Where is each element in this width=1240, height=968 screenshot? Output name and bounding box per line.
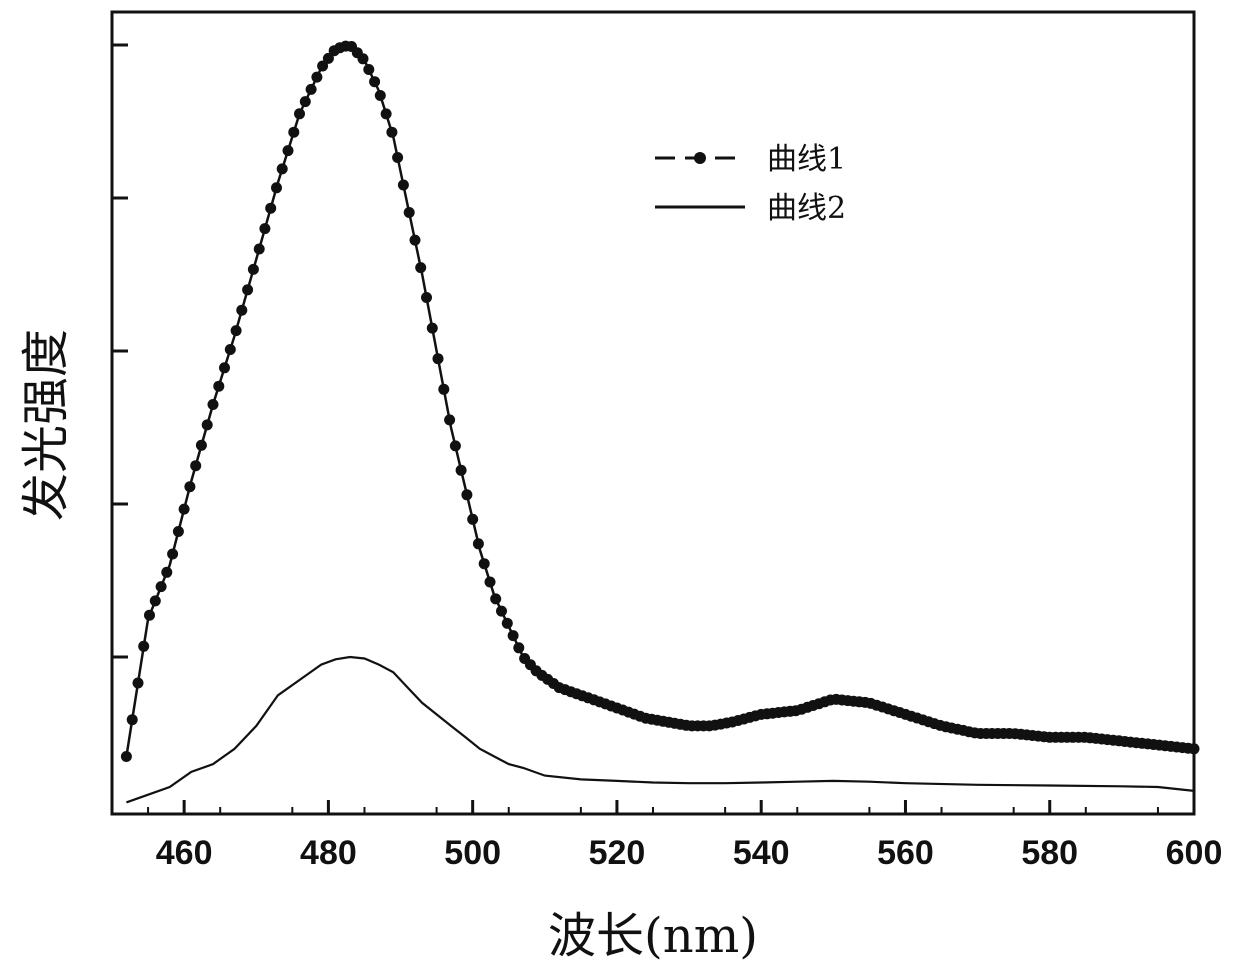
- legend-label-series-2: 曲线2: [767, 191, 846, 226]
- data-point-series-1: [1189, 743, 1200, 754]
- legend: 曲线1 曲线2: [655, 142, 846, 226]
- data-point-series-1: [225, 344, 236, 355]
- data-point-series-1: [496, 606, 507, 617]
- data-point-series-1: [236, 305, 247, 316]
- data-point-series-1: [306, 84, 317, 95]
- data-point-series-1: [415, 262, 426, 273]
- data-point-series-1: [508, 630, 519, 641]
- data-point-series-1: [490, 593, 501, 604]
- data-point-series-1: [231, 325, 242, 336]
- data-point-series-1: [219, 362, 230, 373]
- data-point-series-1: [121, 751, 132, 762]
- data-point-series-1: [461, 489, 472, 500]
- data-point-series-1: [386, 127, 397, 138]
- x-tick-label: 500: [444, 834, 501, 872]
- data-point-series-1: [427, 323, 438, 334]
- series-line-2: [126, 657, 1194, 802]
- data-point-series-1: [381, 108, 392, 119]
- data-point-series-1: [150, 595, 161, 606]
- data-point-series-1: [467, 514, 478, 525]
- data-point-series-1: [127, 714, 138, 725]
- data-point-series-1: [242, 284, 253, 295]
- data-point-series-1: [213, 381, 224, 392]
- data-point-series-1: [265, 203, 276, 214]
- data-point-series-1: [392, 152, 403, 163]
- y-axis-title: 发光强度: [18, 329, 74, 521]
- data-point-series-1: [311, 72, 322, 83]
- x-tick-label: 580: [1021, 834, 1078, 872]
- data-point-series-1: [433, 353, 444, 364]
- x-tick-label: 600: [1166, 834, 1223, 872]
- x-axis-tick-labels: 460 480 500 520 540 560 580 600: [156, 834, 1223, 872]
- data-point-series-1: [173, 526, 184, 537]
- data-point-series-1: [167, 549, 178, 560]
- data-point-series-1: [358, 53, 369, 64]
- y-axis-ticks: [112, 45, 128, 657]
- data-point-series-1: [254, 244, 265, 255]
- data-point-series-1: [502, 618, 513, 629]
- data-point-series-1: [421, 292, 432, 303]
- legend-marker-series-1: [694, 152, 706, 164]
- data-point-series-1: [288, 127, 299, 138]
- x-tick-label: 560: [877, 834, 934, 872]
- data-point-series-1: [248, 264, 259, 275]
- data-point-series-1: [283, 145, 294, 156]
- x-tick-label: 540: [733, 834, 790, 872]
- data-point-series-1: [138, 641, 149, 652]
- data-point-series-1: [161, 567, 172, 578]
- data-point-series-1: [473, 538, 484, 549]
- data-point-series-1: [179, 504, 190, 515]
- data-point-series-1: [156, 581, 167, 592]
- data-point-series-1: [375, 90, 386, 101]
- data-point-series-1: [300, 96, 311, 107]
- data-point-series-1: [450, 440, 461, 451]
- series-layer: [121, 41, 1200, 803]
- data-point-series-1: [184, 481, 195, 492]
- x-axis-ticks: [148, 800, 1194, 814]
- data-point-series-1: [190, 460, 201, 471]
- x-axis-title: 波长(nm): [548, 908, 758, 964]
- plot-frame: [112, 12, 1194, 814]
- data-point-series-1: [479, 558, 490, 569]
- data-point-series-1: [398, 180, 409, 191]
- data-point-series-1: [363, 64, 374, 75]
- data-point-series-1: [485, 577, 496, 588]
- x-tick-label: 520: [589, 834, 646, 872]
- data-point-series-1: [410, 235, 421, 246]
- data-point-series-1: [438, 384, 449, 395]
- data-point-series-1: [444, 414, 455, 425]
- x-tick-label: 480: [300, 834, 357, 872]
- data-point-series-1: [196, 440, 207, 451]
- data-point-series-1: [277, 163, 288, 174]
- data-point-series-1: [144, 610, 155, 621]
- data-point-series-1: [259, 223, 270, 234]
- data-point-series-1: [456, 465, 467, 476]
- data-point-series-1: [513, 642, 524, 653]
- data-point-series-1: [369, 76, 380, 87]
- data-point-series-1: [294, 108, 305, 119]
- x-tick-label: 460: [156, 834, 213, 872]
- data-point-series-1: [271, 182, 282, 193]
- data-point-series-1: [208, 399, 219, 410]
- legend-label-series-1: 曲线1: [767, 142, 846, 177]
- data-point-series-1: [202, 419, 213, 430]
- data-point-series-1: [133, 678, 144, 689]
- data-point-series-1: [404, 207, 415, 218]
